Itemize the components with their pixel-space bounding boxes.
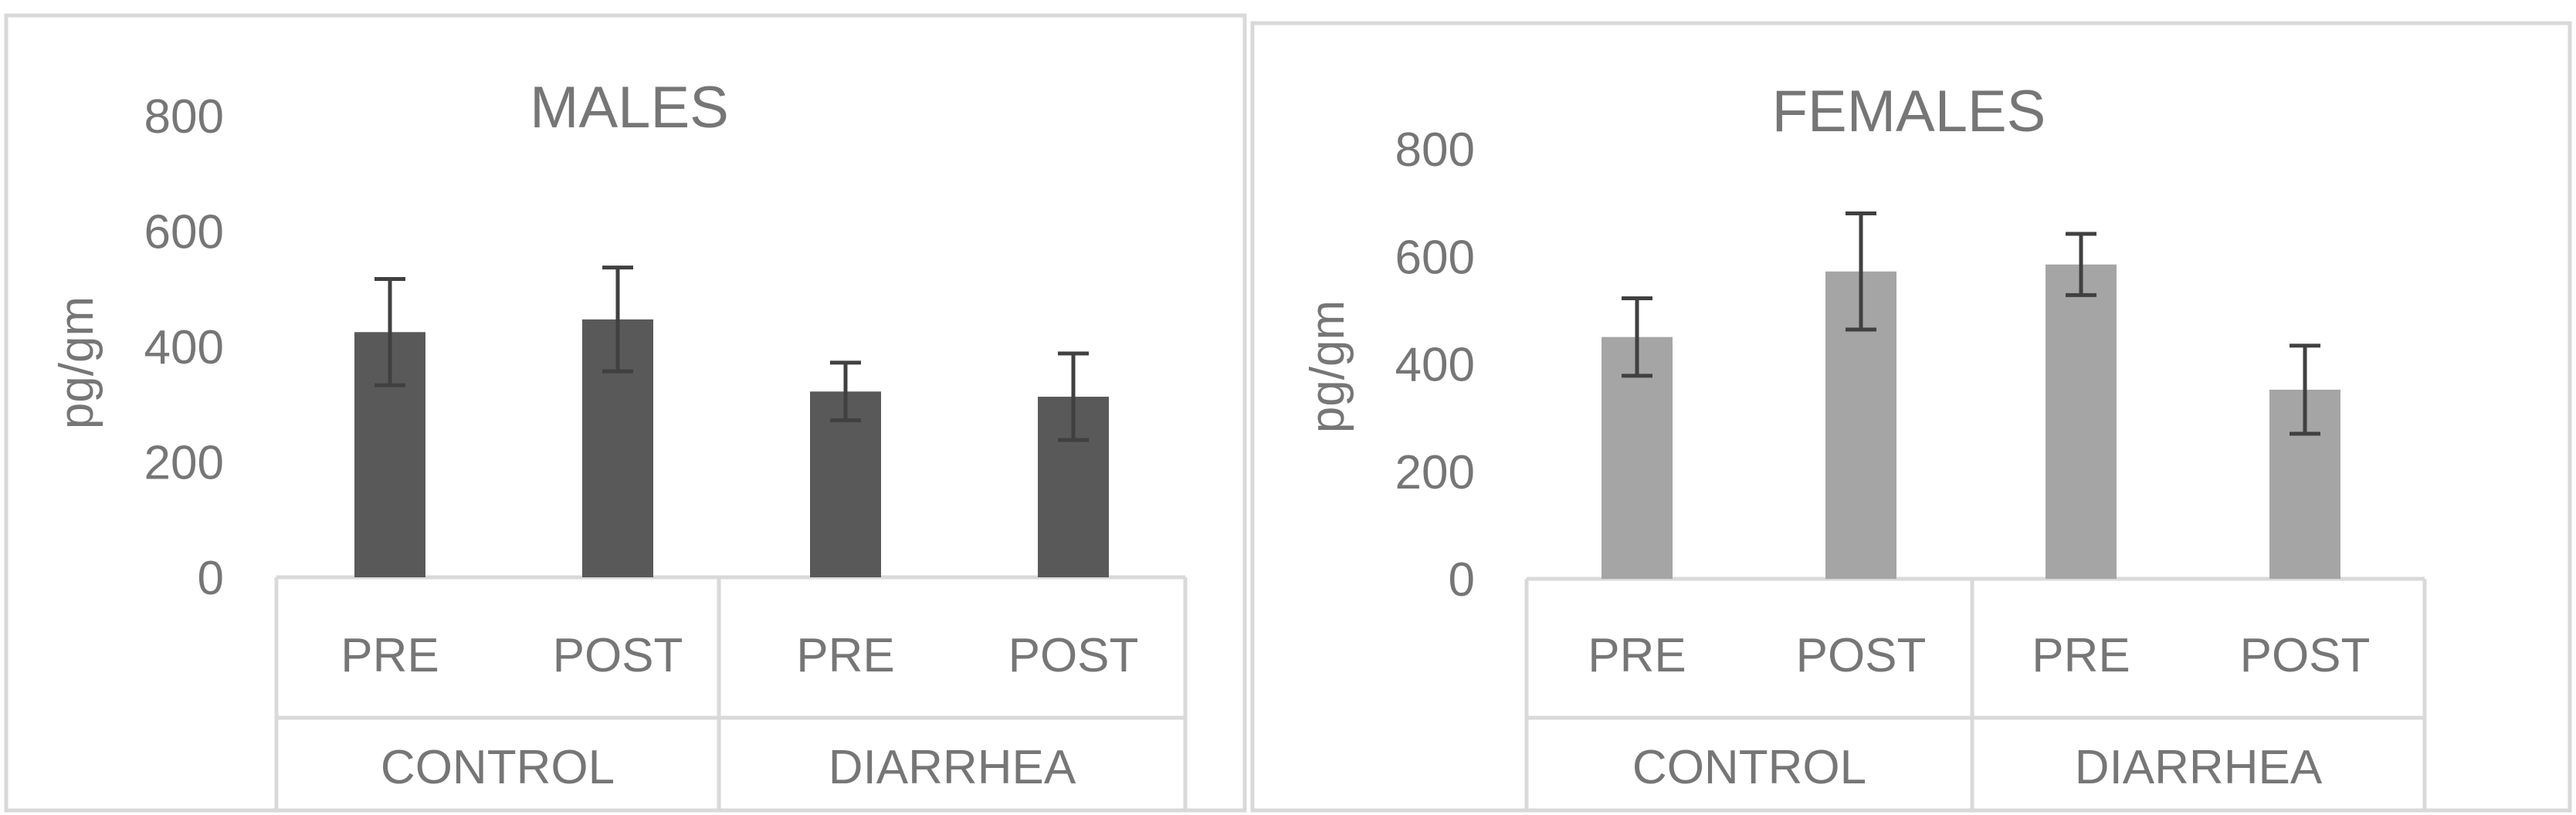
- males-error-bar-1: [375, 277, 405, 387]
- males-category-label: POST: [1008, 629, 1139, 682]
- males-error-bar-3: [830, 360, 861, 423]
- females-y-tick-label: 0: [1449, 553, 1475, 607]
- males-category-axis: [274, 575, 1188, 810]
- females-error-bar-2: [1846, 211, 1876, 332]
- males-group-label: CONTROL: [381, 741, 615, 794]
- females-chart: FEMALES 800 600 400 200 0 pg/gm PRE POST PRE POST C…: [1301, 79, 2427, 810]
- females-category-label: PRE: [1588, 629, 1686, 682]
- males-y-tick-label: 0: [198, 552, 224, 605]
- males-y-axis-label: pg/gm: [50, 296, 103, 429]
- females-y-axis-label: pg/gm: [1301, 300, 1354, 433]
- males-bar-3: [810, 391, 881, 577]
- females-error-bar-1: [1622, 296, 1652, 378]
- males-y-tick-label: 400: [144, 321, 224, 374]
- females-y-tick-label: 200: [1395, 446, 1475, 499]
- females-y-tick-label: 600: [1395, 231, 1475, 284]
- females-error-bar-4: [2290, 343, 2320, 436]
- males-category-label: PRE: [341, 629, 439, 682]
- females-group-label: CONTROL: [1632, 741, 1866, 794]
- males-error-bar-2: [602, 265, 633, 374]
- males-category-label: POST: [553, 629, 683, 682]
- females-y-tick-label: 400: [1395, 339, 1475, 392]
- females-bar-3: [2046, 264, 2117, 579]
- females-error-bar-3: [2066, 232, 2096, 297]
- females-category-label: POST: [2240, 629, 2371, 682]
- males-chart-title: MALES: [530, 75, 729, 140]
- females-category-label: POST: [1796, 629, 1927, 682]
- males-y-tick-label: 600: [144, 206, 224, 259]
- males-error-bar-4: [1058, 351, 1089, 442]
- females-group-label: DIARRHEA: [2075, 741, 2323, 794]
- males-y-tick-label: 200: [144, 437, 224, 490]
- males-panel-frame: [4, 13, 1247, 813]
- females-category-label: PRE: [2032, 629, 2130, 682]
- females-panel-frame: [1250, 21, 2572, 813]
- males-chart: MALES 800 600 400 200 0 pg/gm PRE POST PRE POST CON…: [50, 75, 1188, 810]
- males-category-label: PRE: [796, 629, 894, 682]
- males-y-tick-label: 800: [144, 90, 224, 144]
- females-y-tick-label: 800: [1395, 123, 1475, 177]
- females-chart-title: FEMALES: [1772, 79, 2046, 144]
- males-group-label: DIARRHEA: [829, 741, 1076, 794]
